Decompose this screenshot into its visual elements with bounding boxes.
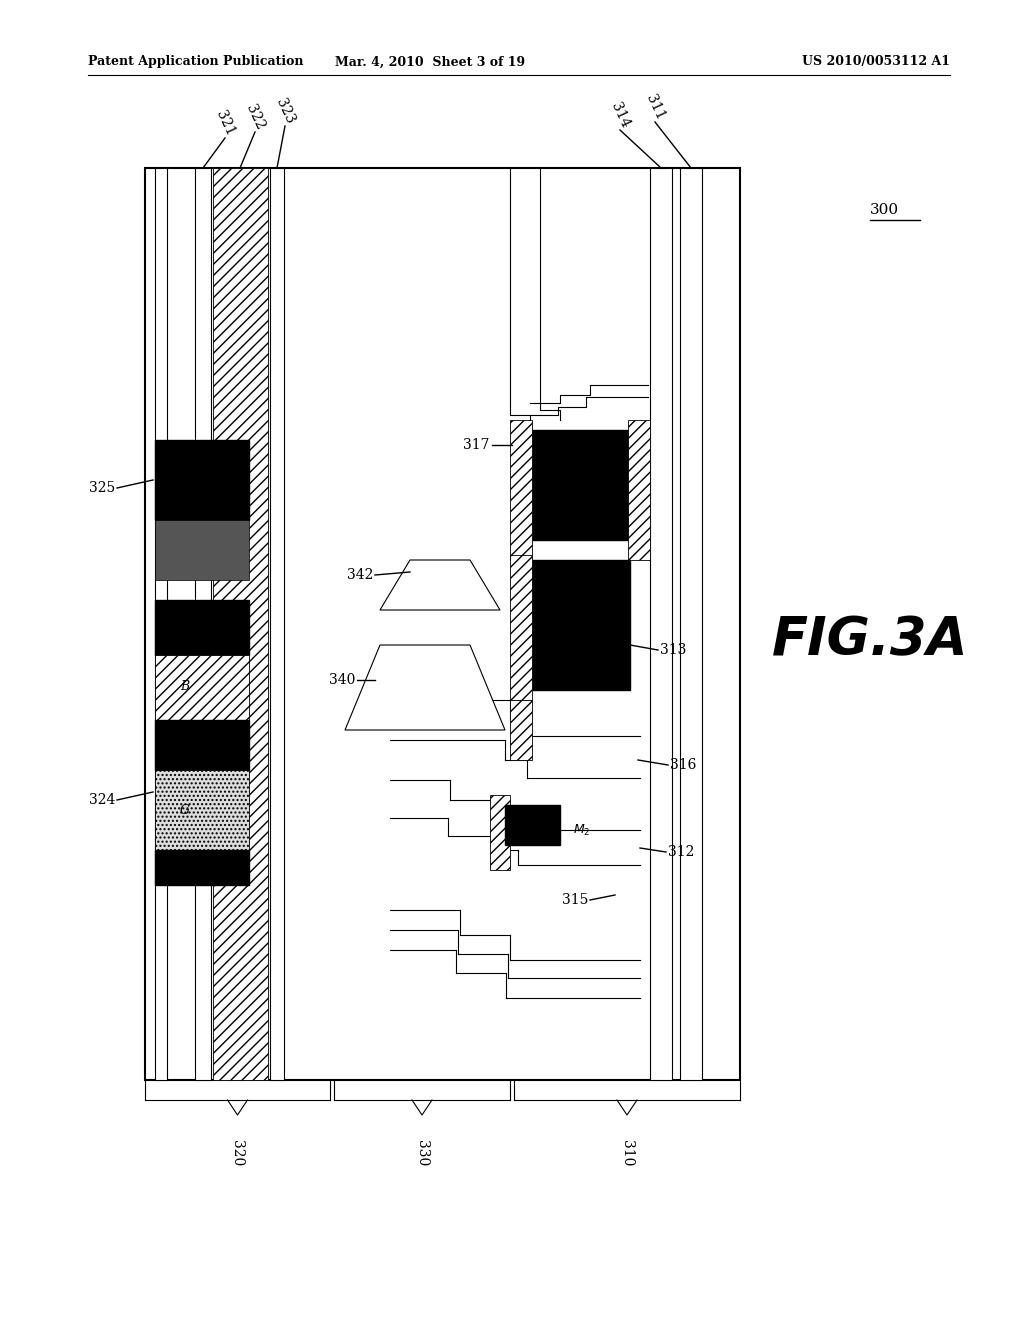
Text: 325: 325 (89, 480, 115, 495)
Text: FIG.3A: FIG.3A (772, 614, 969, 667)
Bar (530, 560, 630, 690)
Bar (155, 770, 249, 850)
Bar (155, 440, 249, 520)
Text: Patent Application Publication: Patent Application Publication (88, 55, 303, 69)
Text: 323: 323 (273, 96, 297, 125)
Text: 314: 314 (608, 100, 632, 129)
Text: 311: 311 (643, 92, 667, 121)
Bar (155, 601, 249, 655)
Bar (650, 168, 672, 1080)
Bar (510, 700, 532, 760)
Text: $M_2$: $M_2$ (573, 822, 591, 838)
Text: B: B (180, 681, 189, 693)
Bar (155, 168, 167, 1080)
Bar (145, 168, 740, 1080)
Bar (155, 520, 249, 579)
Bar (155, 655, 249, 719)
Text: 330: 330 (415, 1140, 429, 1167)
Text: 321: 321 (213, 108, 237, 139)
Text: 324: 324 (89, 793, 115, 807)
Bar (155, 719, 249, 770)
Bar (155, 850, 249, 884)
Text: $C_{st2}$: $C_{st2}$ (600, 623, 624, 638)
Text: 322: 322 (243, 102, 267, 132)
Text: 316: 316 (670, 758, 696, 772)
Text: 317: 317 (464, 438, 490, 451)
Text: 300: 300 (870, 203, 899, 216)
Bar (270, 168, 284, 1080)
Text: G: G (180, 804, 190, 817)
Text: 342: 342 (347, 568, 373, 582)
Bar (628, 420, 650, 560)
Text: US 2010/0053112 A1: US 2010/0053112 A1 (802, 55, 950, 69)
Polygon shape (345, 645, 505, 730)
Bar (505, 805, 560, 845)
Text: Mar. 4, 2010  Sheet 3 of 19: Mar. 4, 2010 Sheet 3 of 19 (335, 55, 525, 69)
Bar (510, 420, 532, 560)
Polygon shape (380, 560, 500, 610)
Bar (510, 554, 532, 700)
Bar (530, 430, 630, 540)
Bar (680, 168, 702, 1080)
Text: 310: 310 (620, 1140, 634, 1167)
Text: 340: 340 (329, 673, 355, 686)
Text: 313: 313 (660, 643, 686, 657)
Bar (490, 795, 510, 870)
Bar (213, 168, 268, 1080)
Bar (195, 168, 211, 1080)
Text: 315: 315 (561, 894, 588, 907)
Text: 320: 320 (230, 1140, 245, 1167)
Text: 312: 312 (668, 845, 694, 859)
